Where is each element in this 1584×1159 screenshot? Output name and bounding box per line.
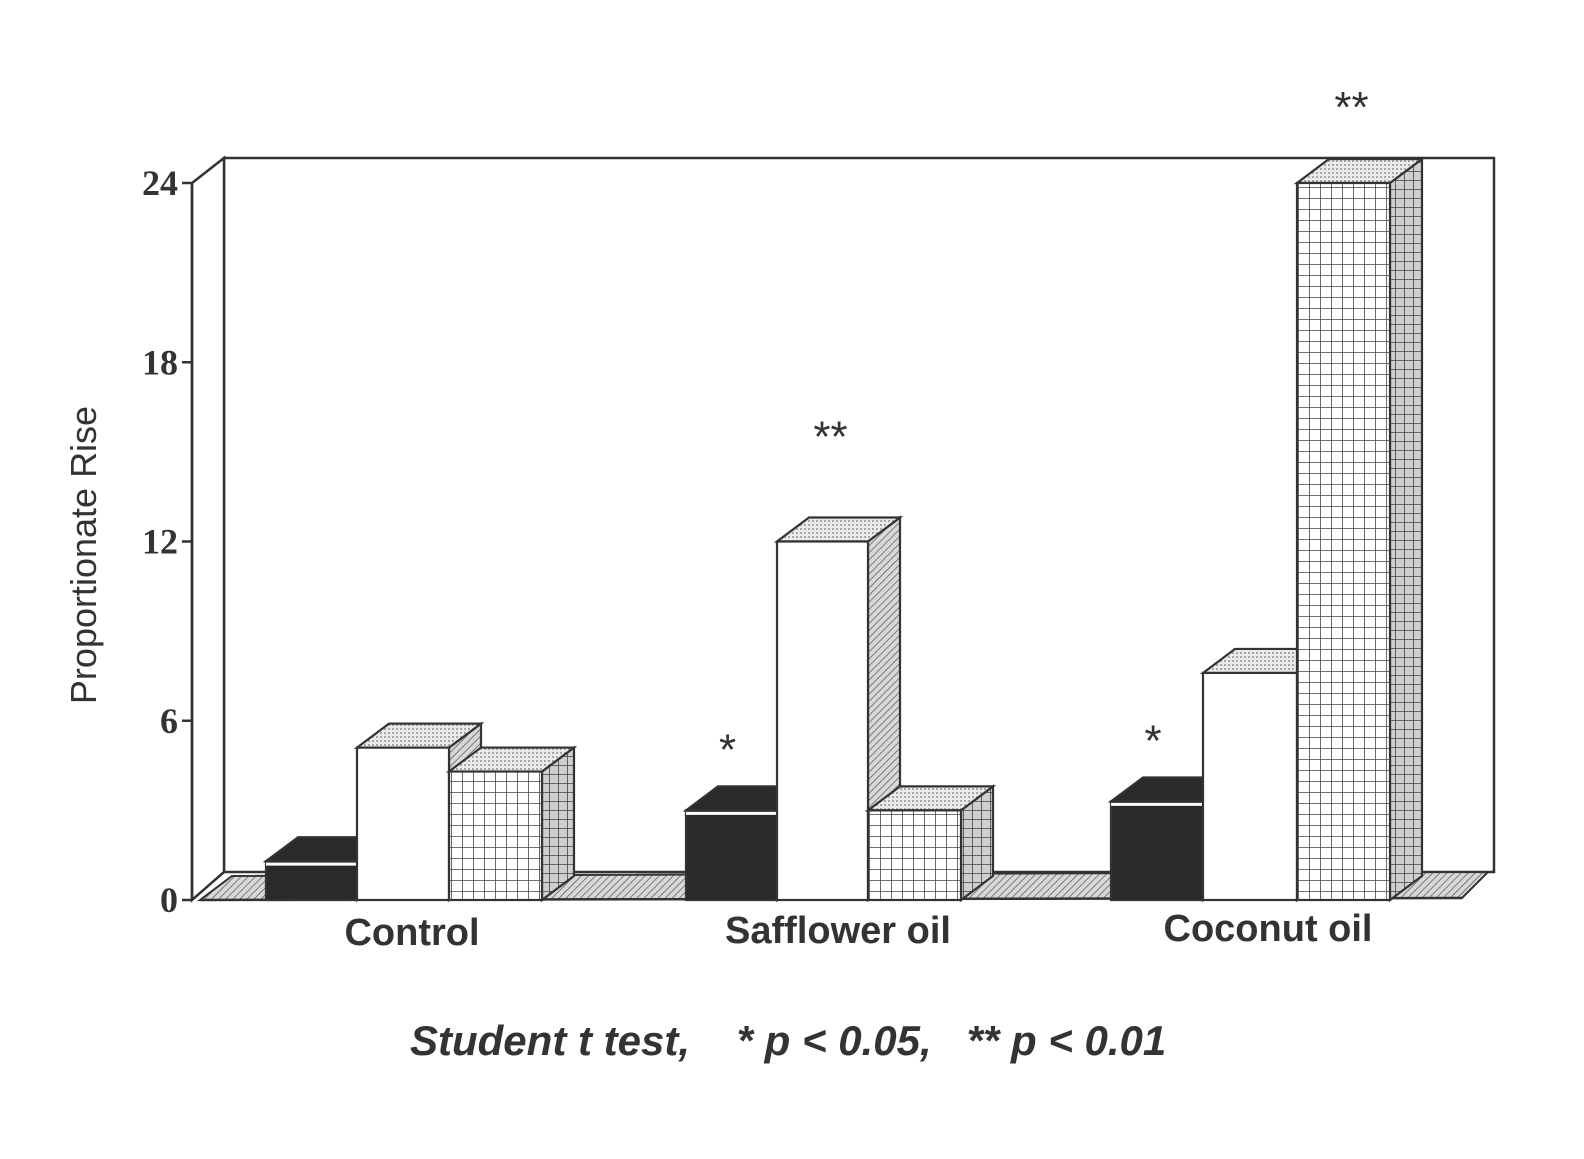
category-label-coconut-oil: Coconut oil	[1164, 908, 1373, 950]
bar-safflower-oil-series-3	[864, 784, 997, 903]
y-tick-label: 6	[160, 701, 178, 741]
bar-front-face	[1295, 181, 1392, 902]
bar-front-face	[264, 860, 359, 902]
bar-front-face	[1109, 800, 1205, 902]
bar-front-face	[355, 746, 451, 902]
bar-front-face	[775, 540, 870, 902]
significance-mark: *	[1144, 716, 1161, 765]
bar-coconut-oil-series-3	[1293, 156, 1426, 903]
bars	[262, 156, 1426, 903]
bar-side-face	[540, 745, 576, 903]
bar-front-face	[447, 770, 544, 902]
significance-mark: **	[1334, 83, 1368, 132]
bar-side-face	[1388, 156, 1424, 903]
y-tick-label: 18	[142, 342, 178, 382]
footnote: Student t test, * p < 0.05, ** p < 0.01	[410, 1017, 1166, 1064]
bar-front-face	[866, 809, 963, 902]
category-label-control: Control	[344, 912, 479, 954]
significance-mark: **	[813, 413, 847, 462]
y-axis-label: Proportionate Rise	[63, 406, 104, 704]
bar-front-face	[684, 809, 779, 902]
y-tick-label: 12	[142, 522, 178, 562]
bar-control-series-3	[445, 745, 578, 903]
significance-mark: *	[719, 725, 736, 774]
side-wall-panel	[190, 155, 226, 903]
bar-front-face	[1201, 671, 1299, 902]
y-tick-label: 24	[142, 163, 178, 203]
y-axis: 0 6 12 18 24	[142, 163, 194, 920]
significance-marks: ******	[719, 83, 1369, 774]
y-tick-label: 0	[160, 880, 178, 920]
category-label-safflower-oil: Safflower oil	[725, 910, 951, 952]
